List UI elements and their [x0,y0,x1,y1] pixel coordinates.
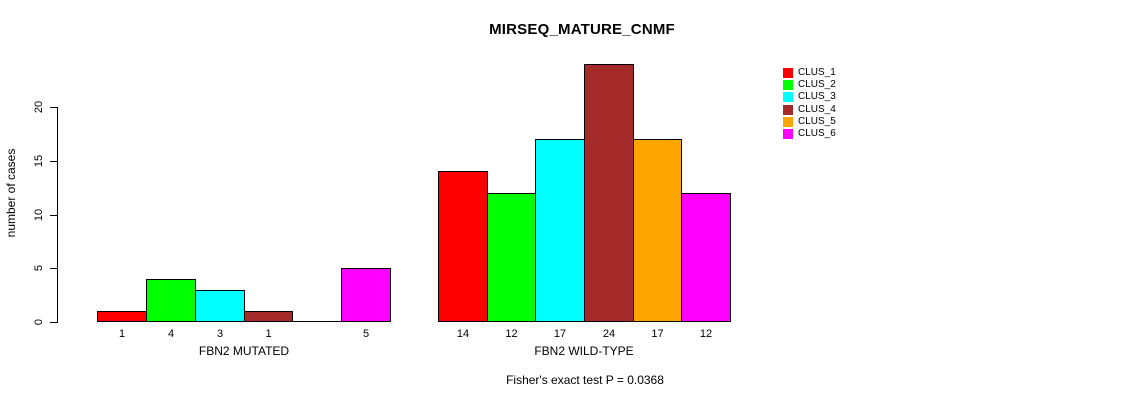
y-tick-20 [50,107,57,108]
bar-clus_2-group1 [146,279,196,322]
bar-value-label-group1-clus_4: 1 [265,328,272,340]
bar-value-label-group2-clus_3: 17 [553,328,567,340]
y-tick-label-10: 10 [33,208,45,222]
bar-clus_1-group1 [97,311,147,322]
y-axis-label: number of cases [4,148,18,238]
bar-clus_2-group2 [487,193,536,322]
legend-label: CLUS_2 [798,79,836,91]
legend-label: CLUS_6 [798,127,836,139]
legend-swatch-icon [783,104,793,115]
chart-title: MIRSEQ_MATURE_CNMF [489,21,675,38]
fisher-test-annotation: Fisher's exact test P = 0.0368 [506,373,664,387]
legend-label: CLUS_3 [798,91,836,103]
legend-item-clus_4: CLUS_4 [783,104,836,116]
y-tick-10 [50,215,57,216]
y-tick-label-15: 15 [33,154,45,168]
legend-label: CLUS_4 [798,103,836,115]
y-tick-15 [50,161,57,162]
bar-value-label-group2-clus_6: 12 [699,328,713,340]
bar-clus_6-group2 [681,193,731,322]
y-axis-line [57,107,58,323]
zero-bar-clus_5-group1 [292,321,342,322]
legend-swatch-icon [783,129,793,140]
y-tick-label-20: 20 [33,100,45,114]
bar-clus_1-group2 [438,171,488,322]
bar-value-label-group2-clus_5: 17 [651,328,664,340]
bar-clus_3-group1 [195,290,245,322]
bar-value-label-group1-clus_3: 3 [216,328,224,340]
bar-clus_4-group2 [584,64,634,322]
bar-value-label-group1-clus_6: 5 [362,328,370,340]
legend-item-clus_6: CLUS_6 [783,128,836,140]
y-tick-5 [50,268,57,269]
legend-item-clus_5: CLUS_5 [783,116,836,128]
legend-label: CLUS_1 [798,67,836,78]
bar-value-label-group2-clus_2: 12 [505,328,518,340]
bar-clus_3-group2 [535,139,585,322]
legend-swatch-icon [783,68,793,79]
legend: CLUS_1 CLUS_2 CLUS_3 CLUS_4 CLUS_5 CLUS_6 [783,67,836,140]
bar-value-label-group2-clus_4: 24 [602,328,616,340]
group-label-fbn2-wild-type: FBN2 WILD-TYPE [534,344,634,358]
legend-item-clus_1: CLUS_1 [783,67,836,79]
group-label-fbn2-mutated: FBN2 MUTATED [198,344,290,358]
y-tick-label-0: 0 [33,318,45,326]
bar-clus_4-group1 [244,311,293,322]
legend-item-clus_2: CLUS_2 [783,79,836,91]
y-tick-label-5: 5 [33,264,45,272]
bar-clus_5-group2 [633,139,682,322]
legend-swatch-icon [783,116,793,127]
legend-label: CLUS_5 [798,115,836,127]
bar-value-label-group2-clus_1: 14 [456,328,470,340]
legend-swatch-icon [783,80,793,91]
y-tick-0 [50,322,57,323]
legend-item-clus_3: CLUS_3 [783,91,836,103]
bar-value-label-group1-clus_2: 4 [167,328,175,340]
bar-value-label-group1-clus_1: 1 [118,328,126,340]
bar-clus_6-group1 [341,268,391,322]
legend-swatch-icon [783,92,793,103]
